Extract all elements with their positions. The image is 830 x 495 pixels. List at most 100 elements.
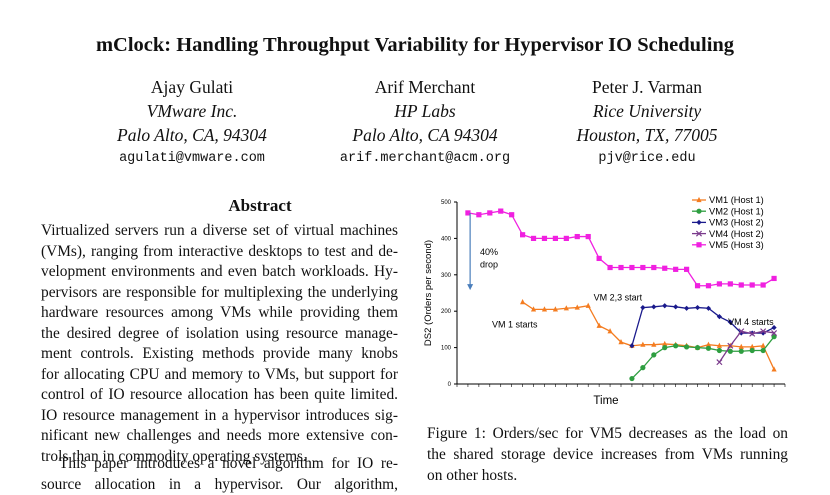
data-point bbox=[761, 343, 766, 348]
caption-line: the shared storage device increases from… bbox=[427, 444, 788, 465]
y-tick-label: 400 bbox=[441, 236, 452, 242]
abstract-line: nificant new challenges and needs more e… bbox=[41, 426, 398, 447]
author-block-1: Ajay Gulati VMware Inc. Palo Alto, CA, 9… bbox=[92, 75, 292, 171]
data-point bbox=[651, 304, 656, 309]
legend-label: VM2 (Host 1) bbox=[709, 206, 764, 216]
data-point bbox=[673, 343, 678, 348]
chart-annotation: VM 1 starts bbox=[492, 320, 538, 330]
caption-line: on other hosts. bbox=[427, 465, 788, 486]
data-point bbox=[695, 283, 700, 288]
data-point bbox=[662, 345, 667, 350]
legend-entry: VM5 (Host 3) bbox=[692, 240, 764, 250]
data-point bbox=[771, 276, 776, 281]
author-email: arif.merchant@acm.org bbox=[315, 147, 535, 171]
data-point bbox=[509, 212, 514, 217]
data-point bbox=[553, 236, 558, 241]
data-point bbox=[761, 282, 766, 287]
data-point bbox=[640, 365, 645, 370]
data-point bbox=[684, 306, 689, 311]
data-point bbox=[520, 299, 525, 304]
chart-annotation: 40% bbox=[480, 247, 498, 257]
data-point bbox=[761, 348, 766, 353]
drop-arrow-head bbox=[467, 284, 473, 290]
legend-marker bbox=[696, 242, 701, 247]
abstract-line: velopment environments and even batch wo… bbox=[41, 262, 398, 283]
legend-entry: VM1 (Host 1) bbox=[692, 195, 764, 205]
data-point bbox=[586, 234, 591, 239]
legend-label: VM1 (Host 1) bbox=[709, 195, 764, 205]
intro-line: source allocation in a hypervisor. Our a… bbox=[41, 475, 398, 495]
data-point bbox=[487, 210, 492, 215]
data-point bbox=[684, 344, 689, 349]
y-tick-label: 200 bbox=[441, 309, 452, 315]
abstract-line: IO resource management in a hypervisor i… bbox=[41, 406, 398, 427]
intro-line: This paper introduces a novel algorithm … bbox=[41, 454, 398, 475]
data-point bbox=[618, 265, 623, 270]
author-affiliation: Rice University bbox=[552, 99, 742, 123]
data-point bbox=[739, 349, 744, 354]
y-tick-label: 500 bbox=[441, 200, 452, 206]
data-point bbox=[706, 283, 711, 288]
abstract-line: Virtualized servers run a diverse set of… bbox=[41, 221, 398, 242]
legend-marker bbox=[696, 220, 701, 225]
data-point bbox=[597, 256, 602, 261]
author-name: Arif Merchant bbox=[315, 75, 535, 99]
data-point bbox=[476, 212, 481, 217]
author-location: Palo Alto, CA 94304 bbox=[315, 123, 535, 147]
data-point bbox=[739, 282, 744, 287]
author-location: Houston, TX, 77005 bbox=[552, 123, 742, 147]
data-point bbox=[728, 281, 733, 286]
abstract-line: pervisors are responsible for multiplexi… bbox=[41, 283, 398, 304]
data-point bbox=[586, 303, 591, 308]
abstract-line: for allocating CPU and memory to VMs, bu… bbox=[41, 365, 398, 386]
author-block-2: Arif Merchant HP Labs Palo Alto, CA 9430… bbox=[315, 75, 535, 171]
y-tick-label: 0 bbox=[448, 382, 452, 388]
data-point bbox=[673, 304, 678, 309]
data-point bbox=[640, 265, 645, 270]
y-tick-label: 100 bbox=[441, 346, 452, 352]
figure-caption: Figure 1: Orders/sec for VM5 decreases a… bbox=[427, 423, 788, 486]
abstract-line: control of IO resource allocation has be… bbox=[41, 385, 398, 406]
chart-annotation: drop bbox=[480, 260, 498, 270]
chart-annotation: VM 2,3 start bbox=[594, 292, 643, 302]
abstract-line: the desired degree of isolation using re… bbox=[41, 324, 398, 345]
data-point bbox=[717, 348, 722, 353]
data-point bbox=[575, 234, 580, 239]
data-point bbox=[684, 267, 689, 272]
legend-marker bbox=[696, 209, 701, 214]
data-point bbox=[531, 236, 536, 241]
data-point bbox=[629, 265, 634, 270]
caption-line: Figure 1: Orders/sec for VM5 decreases a… bbox=[427, 423, 788, 444]
data-point bbox=[717, 281, 722, 286]
data-point bbox=[662, 266, 667, 271]
data-point bbox=[498, 209, 503, 214]
author-affiliation: HP Labs bbox=[315, 99, 535, 123]
data-point bbox=[542, 236, 547, 241]
x-axis-label: Time bbox=[593, 395, 618, 407]
data-point bbox=[651, 265, 656, 270]
author-name: Peter J. Varman bbox=[552, 75, 742, 99]
author-email: pjv@rice.edu bbox=[552, 147, 742, 171]
author-name: Ajay Gulati bbox=[92, 75, 292, 99]
author-location: Palo Alto, CA, 94304 bbox=[92, 123, 292, 147]
author-block-3: Peter J. Varman Rice University Houston,… bbox=[552, 75, 742, 171]
data-point bbox=[564, 236, 569, 241]
chart-annotation: VM 4 starts bbox=[728, 317, 774, 327]
data-point bbox=[640, 305, 645, 310]
intro-paragraph: This paper introduces a novel algorithm … bbox=[41, 454, 398, 495]
author-email: agulati@vmware.com bbox=[92, 147, 292, 171]
data-point bbox=[771, 366, 776, 371]
legend-entry: VM4 (Host 2) bbox=[692, 229, 764, 239]
paper-title: mClock: Handling Throughput Variability … bbox=[0, 34, 830, 57]
author-affiliation: VMware Inc. bbox=[92, 99, 292, 123]
data-point bbox=[695, 345, 700, 350]
data-point bbox=[750, 282, 755, 287]
y-axis-label: DS2 (Orders per second) bbox=[423, 240, 434, 346]
legend-entry: VM2 (Host 1) bbox=[692, 206, 764, 216]
abstract-line: hardware resources among VMs while provi… bbox=[41, 303, 398, 324]
abstract-body: Virtualized servers run a diverse set of… bbox=[41, 221, 398, 467]
data-point bbox=[651, 352, 656, 357]
data-point bbox=[695, 305, 700, 310]
data-point bbox=[662, 303, 667, 308]
